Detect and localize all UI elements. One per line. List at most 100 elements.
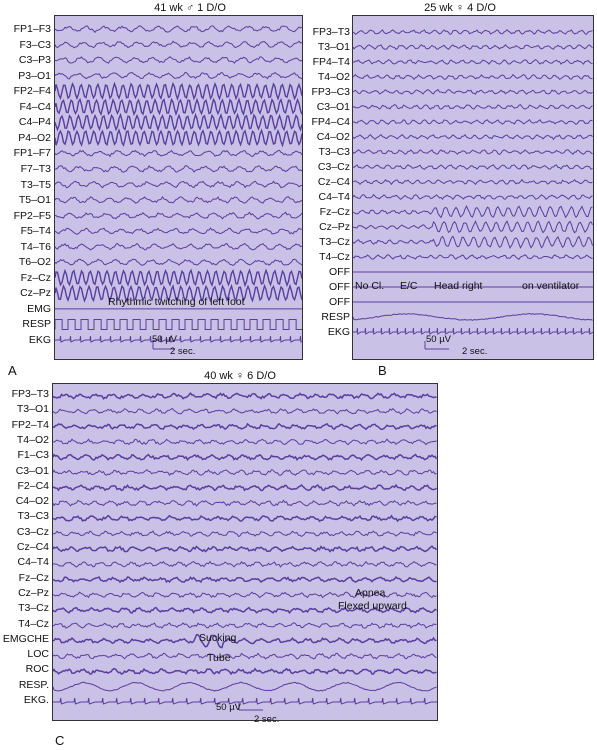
channel-label: F3–C3: [19, 38, 51, 51]
panel-b-title: 25 wk ♀ 4 D/O: [424, 2, 496, 14]
channel-label: F2–C4: [17, 479, 49, 492]
eeg-trace: [55, 149, 302, 158]
channel-label: T3–Cz: [319, 236, 350, 248]
channel-label: Cz–C4: [16, 541, 49, 553]
eeg-trace: [53, 575, 437, 584]
channel-label: RESP: [321, 311, 350, 323]
channel-label: Cz–Pz: [20, 287, 51, 300]
channel-label: F7–T3: [20, 162, 51, 175]
eeg-trace: [55, 71, 302, 80]
eeg-trace: [53, 697, 437, 705]
eeg-trace: [53, 606, 437, 615]
panel-c-letter: C: [55, 733, 65, 748]
eeg-trace: [53, 483, 437, 492]
channel-label: P4–O2: [18, 131, 51, 144]
channel-label: F5–T4: [20, 225, 51, 238]
channel-label: FP3–T3: [11, 388, 49, 400]
channel-label: EMGCHE: [2, 632, 49, 645]
channel-label: FP4–T4: [312, 56, 350, 68]
channel-label: OFF: [329, 266, 350, 278]
panel-c-annotation-apnea: Apnea: [355, 587, 386, 599]
eeg-trace: [53, 422, 437, 431]
channel-label: FP3–T3: [312, 26, 350, 38]
channel-label: FP2–T4: [11, 418, 49, 431]
channel-label: EKG: [327, 326, 350, 338]
channel-label: F1–C3: [17, 449, 49, 462]
eeg-trace: [53, 392, 437, 400]
panel-b-annotation-head-right: Head right: [434, 280, 483, 292]
eeg-trace: [53, 469, 437, 477]
panel-b-annotation-no-cl: No Cl.: [355, 280, 385, 292]
eeg-trace: [55, 165, 302, 173]
panel-a-scale-time: 2 sec.: [170, 346, 196, 357]
eeg-trace: [353, 220, 593, 234]
channel-label: Cz–Pz: [319, 221, 350, 233]
channel-label: T4–O2: [317, 71, 350, 83]
panel-a-letter: A: [8, 363, 17, 378]
channel-label: T3–C3: [318, 146, 350, 158]
channel-label: C4–T4: [318, 191, 350, 203]
eeg-trace: [353, 205, 593, 219]
panel-a-scale-amp: 50 µV: [152, 334, 178, 345]
eeg-trace: [55, 180, 302, 189]
eeg-trace: [55, 318, 302, 330]
channel-label: OFF: [329, 296, 350, 308]
channel-label: C4–O2: [15, 495, 49, 508]
panel-c-traces: [53, 392, 437, 711]
eeg-trace: [53, 652, 437, 660]
eeg-trace: [353, 44, 593, 50]
panel-c-annotation-sucking: Sucking: [199, 632, 237, 644]
channel-label: T3–Cz: [18, 602, 49, 615]
channel-label: Cz–C4: [317, 176, 350, 188]
eeg-trace: [55, 227, 302, 235]
channel-label: OFF: [329, 281, 350, 293]
panel-c-scale-time: 2 sec.: [254, 714, 280, 725]
eeg-trace: [55, 56, 302, 64]
channel-label: C4–T4: [17, 556, 49, 569]
channel-label: EMG: [27, 302, 51, 315]
channel-label: RESP: [22, 318, 51, 331]
panel-b-annotation-ventilator: on ventilator: [522, 280, 580, 292]
eeg-trace: [353, 73, 593, 81]
eeg-trace: [55, 211, 302, 220]
eeg-trace: [353, 235, 593, 249]
panel-a-annotation-twitching: Rhythmic twitching of left foot: [108, 296, 245, 308]
panel-b-letter: B: [378, 363, 387, 378]
channel-label: T4–Cz: [319, 251, 350, 263]
eeg-trace: [53, 453, 437, 462]
channel-label: C3–Cz: [317, 161, 350, 173]
eeg-trace: [53, 591, 437, 599]
channel-label: C3–O1: [316, 101, 350, 113]
channel-label: Fz–Cz: [20, 271, 51, 284]
eeg-trace: [53, 438, 437, 446]
panel-a-eeg: [54, 15, 303, 360]
channel-label: P3–O1: [18, 69, 51, 82]
eeg-trace: [353, 58, 593, 65]
channel-label: EKG: [28, 334, 51, 346]
panel-c-annotation-flexed: Flexed upward: [338, 600, 407, 612]
eeg-trace: [55, 268, 302, 288]
channel-label: Fz–Cz: [18, 571, 49, 584]
channel-label: ROC: [25, 663, 49, 676]
eeg-trace: [353, 133, 593, 141]
eeg-trace: [53, 681, 437, 692]
panel-b-scale-time: 2 sec.: [462, 346, 488, 357]
eeg-trace: [53, 530, 437, 538]
eeg-trace: [55, 112, 302, 132]
channel-label: FP4–C4: [311, 116, 350, 128]
channel-label: FP3–C3: [311, 86, 350, 98]
panel-a-title: 41 wk ♂ 1 D/O: [154, 2, 226, 14]
channel-label: RESP.: [18, 678, 49, 691]
channel-label: FP2–F4: [13, 85, 51, 98]
eeg-trace: [353, 327, 593, 335]
channel-label: Cz–Pz: [18, 586, 49, 599]
eeg-trace: [53, 545, 437, 553]
eeg-trace: [353, 254, 593, 260]
channel-label: T4–T6: [20, 240, 51, 253]
channel-label: T3–C3: [17, 510, 49, 523]
eeg-trace: [55, 128, 302, 148]
panel-b-annotation-ec: E/C: [400, 280, 418, 292]
eeg-trace: [55, 283, 302, 303]
channel-label: T3–O1: [16, 403, 49, 416]
eeg-trace: [353, 312, 593, 321]
